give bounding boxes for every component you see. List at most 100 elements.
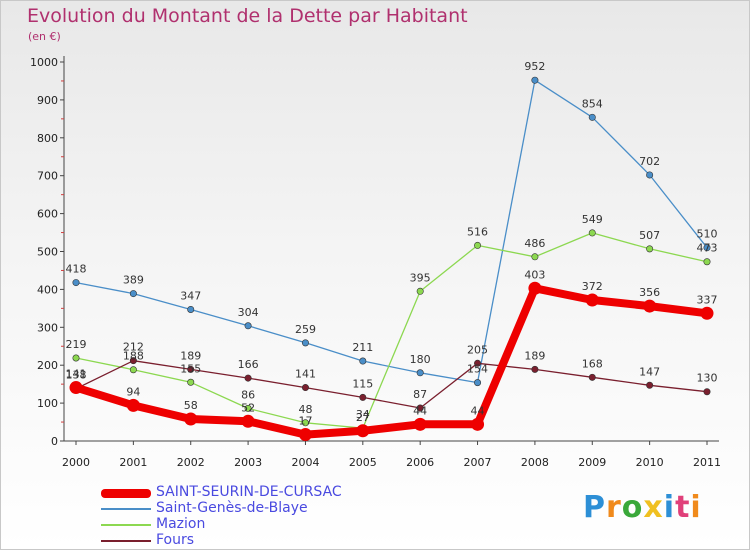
legend-label-saint-genes: Saint-Genès-de-Blaye (156, 500, 308, 516)
data-label: 141 (295, 368, 316, 381)
data-point (588, 229, 596, 237)
data-label: 87 (413, 388, 427, 401)
data-label: 180 (410, 353, 431, 366)
data-point (301, 419, 309, 427)
data-point (187, 305, 195, 313)
data-label: 130 (697, 372, 718, 385)
data-point (301, 384, 309, 392)
x-tick-label: 2000 (62, 456, 90, 469)
data-point (703, 388, 711, 396)
data-label: 403 (524, 268, 545, 281)
data-label: 168 (582, 357, 603, 370)
x-tick-label: 2008 (521, 456, 549, 469)
data-point (474, 241, 482, 249)
data-label: 549 (582, 213, 603, 226)
data-point (471, 417, 485, 431)
chart-subtitle: (en €) (28, 30, 61, 43)
data-point (126, 398, 140, 412)
data-label: 205 (467, 343, 488, 356)
data-point (531, 253, 539, 261)
y-tick-label: 100 (37, 397, 58, 410)
x-tick-label: 2002 (177, 456, 205, 469)
logo-letter: i (690, 490, 702, 525)
x-tick-label: 2004 (291, 456, 319, 469)
logo-letter: x (643, 490, 664, 525)
series-line (75, 79, 708, 384)
data-point (703, 258, 711, 266)
data-point (187, 378, 195, 386)
x-tick-label: 2007 (464, 456, 492, 469)
data-label: 147 (639, 365, 660, 378)
x-tick-label: 2010 (636, 456, 664, 469)
data-point (703, 244, 711, 252)
data-point (474, 379, 482, 387)
logo-letter: P (583, 490, 606, 525)
data-label: 854 (582, 97, 603, 110)
data-label: 337 (697, 293, 718, 306)
data-point (416, 369, 424, 377)
series-line (75, 232, 708, 429)
data-label: 418 (66, 263, 87, 276)
data-label: 34 (356, 408, 370, 421)
chart-title: Evolution du Montant de la Dette par Hab… (27, 5, 468, 27)
proxiti-logo: Proxiti (583, 490, 702, 525)
logo-letter: r (606, 490, 622, 525)
data-label: 219 (66, 338, 87, 351)
logo-letter: i (663, 490, 676, 525)
data-label: 48 (298, 403, 312, 416)
y-tick-label: 1000 (30, 56, 58, 69)
logo-letter: o (621, 490, 644, 525)
data-label: 473 (697, 242, 718, 255)
y-tick-label: 600 (37, 208, 58, 221)
data-label: 507 (639, 229, 660, 242)
legend-swatch-mazion (101, 524, 151, 526)
data-label: 52 (241, 401, 255, 414)
data-label: 58 (184, 399, 198, 412)
data-label: 86 (241, 388, 255, 401)
legend-swatch-saint-seurin (101, 488, 151, 498)
legend-label-saint-seurin: SAINT-SEURIN-DE-CURSAC (156, 484, 342, 500)
data-point (643, 299, 657, 313)
data-label: 389 (123, 274, 144, 287)
data-label: 189 (180, 349, 201, 362)
legend-label-fours: Fours (156, 532, 195, 548)
data-point (531, 365, 539, 373)
data-label: 516 (467, 225, 488, 238)
data-label: 141 (66, 368, 87, 381)
data-point (474, 359, 482, 367)
y-tick-label: 700 (37, 170, 58, 183)
data-label: 115 (352, 377, 373, 390)
data-point (700, 306, 714, 320)
data-label: 356 (639, 286, 660, 299)
data-point (359, 357, 367, 365)
data-point (588, 373, 596, 381)
y-tick-label: 0 (51, 435, 58, 448)
data-point (646, 245, 654, 253)
x-tick-label: 2006 (406, 456, 434, 469)
series-line (72, 284, 711, 439)
data-label: 212 (123, 341, 144, 354)
data-label: 94 (126, 385, 140, 398)
data-point (129, 366, 137, 374)
data-label: 27 (356, 411, 370, 424)
data-point (359, 393, 367, 401)
data-label: 44 (471, 404, 485, 417)
y-tick-label: 900 (37, 94, 58, 107)
data-label: 211 (352, 341, 373, 354)
data-label: 17 (298, 415, 312, 428)
y-tick-label: 400 (37, 283, 58, 296)
series-line (75, 360, 708, 409)
data-label: 702 (639, 155, 660, 168)
data-point (72, 279, 80, 287)
x-tick-label: 2001 (119, 456, 147, 469)
legend-swatch-fours (101, 540, 151, 542)
x-tick-label: 2003 (234, 456, 262, 469)
data-label: 166 (238, 358, 259, 371)
data-point (244, 404, 252, 412)
data-label: 188 (123, 350, 144, 363)
data-label: 154 (467, 363, 488, 376)
data-label: 155 (180, 362, 201, 375)
y-tick-label: 800 (37, 132, 58, 145)
